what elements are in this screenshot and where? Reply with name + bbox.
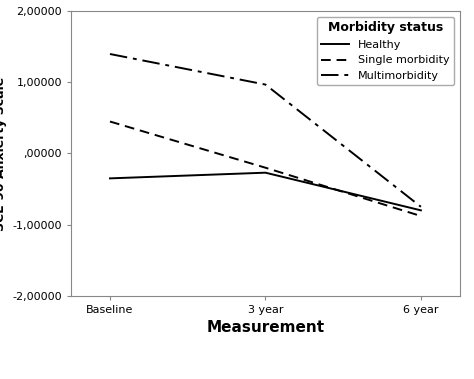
Single morbidity — [107, 119, 113, 124]
Healthy — [263, 171, 268, 175]
Legend: Healthy, Single morbidity, Multimorbidity: Healthy, Single morbidity, Multimorbidit… — [317, 17, 454, 86]
Single morbidity — [418, 214, 424, 218]
Multimorbidity — [418, 205, 424, 209]
X-axis label: Measurement: Measurement — [206, 320, 325, 335]
Healthy — [107, 176, 113, 181]
Multimorbidity — [107, 52, 113, 56]
Single morbidity — [263, 165, 268, 170]
Line: Healthy: Healthy — [110, 173, 421, 210]
Line: Single morbidity: Single morbidity — [110, 122, 421, 216]
Healthy — [418, 208, 424, 213]
Line: Multimorbidity: Multimorbidity — [110, 54, 421, 207]
Y-axis label: SCL-90 Anxierty Scale: SCL-90 Anxierty Scale — [0, 77, 7, 230]
Multimorbidity — [263, 82, 268, 87]
